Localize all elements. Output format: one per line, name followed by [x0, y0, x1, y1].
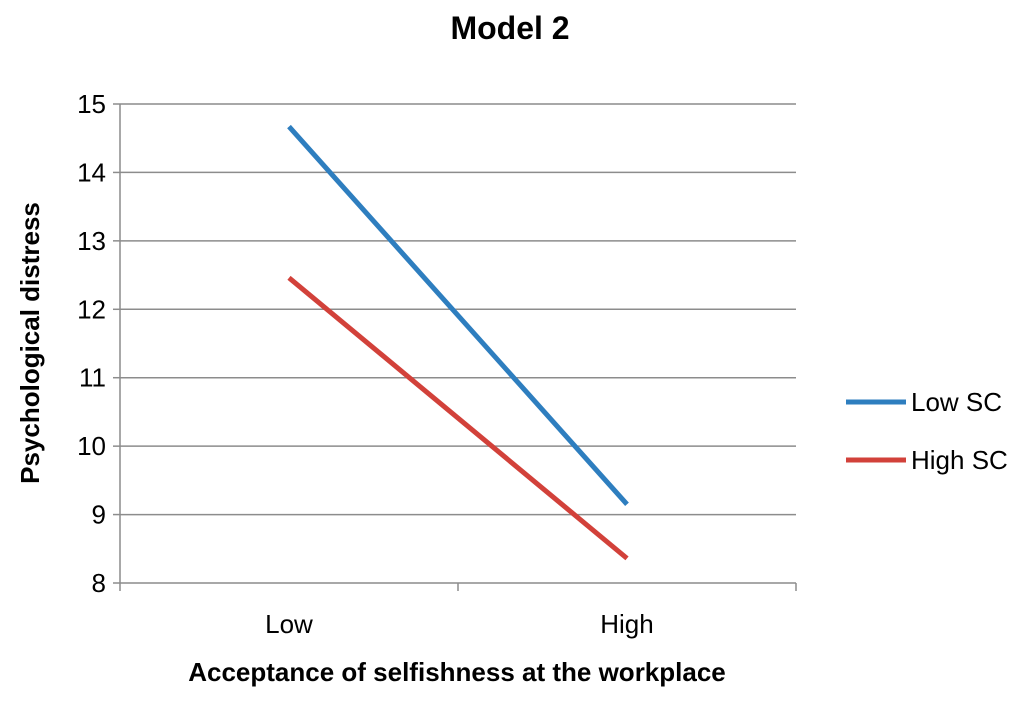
y-tick-label: 15 [77, 89, 106, 119]
series-lines [287, 124, 629, 561]
x-tick-label: Low [265, 609, 313, 639]
y-tick-labels: 8 9 10 11 12 13 14 15 [77, 89, 106, 598]
axes [113, 103, 797, 591]
y-axis-label: Psychological distress [15, 202, 45, 484]
y-tick-label: 8 [92, 568, 106, 598]
y-tick-label: 13 [77, 226, 106, 256]
x-tick-labels: Low High [265, 609, 654, 639]
y-tick-label: 12 [77, 294, 106, 324]
legend-label: High SC [911, 445, 1008, 475]
x-axis-label: Acceptance of selfishness at the workpla… [188, 657, 726, 687]
y-tick-label: 11 [79, 363, 106, 393]
chart-title: Model 2 [450, 10, 569, 46]
y-tick-label: 9 [92, 500, 106, 530]
series-line-high-sc [287, 275, 629, 561]
y-tick-label: 10 [77, 431, 106, 461]
legend: Low SC High SC [846, 387, 1008, 475]
y-tick-label: 14 [77, 157, 106, 187]
gridlines [120, 103, 796, 516]
x-tick-label: High [600, 609, 653, 639]
series-line-low-sc [287, 124, 629, 506]
legend-label: Low SC [911, 387, 1002, 417]
